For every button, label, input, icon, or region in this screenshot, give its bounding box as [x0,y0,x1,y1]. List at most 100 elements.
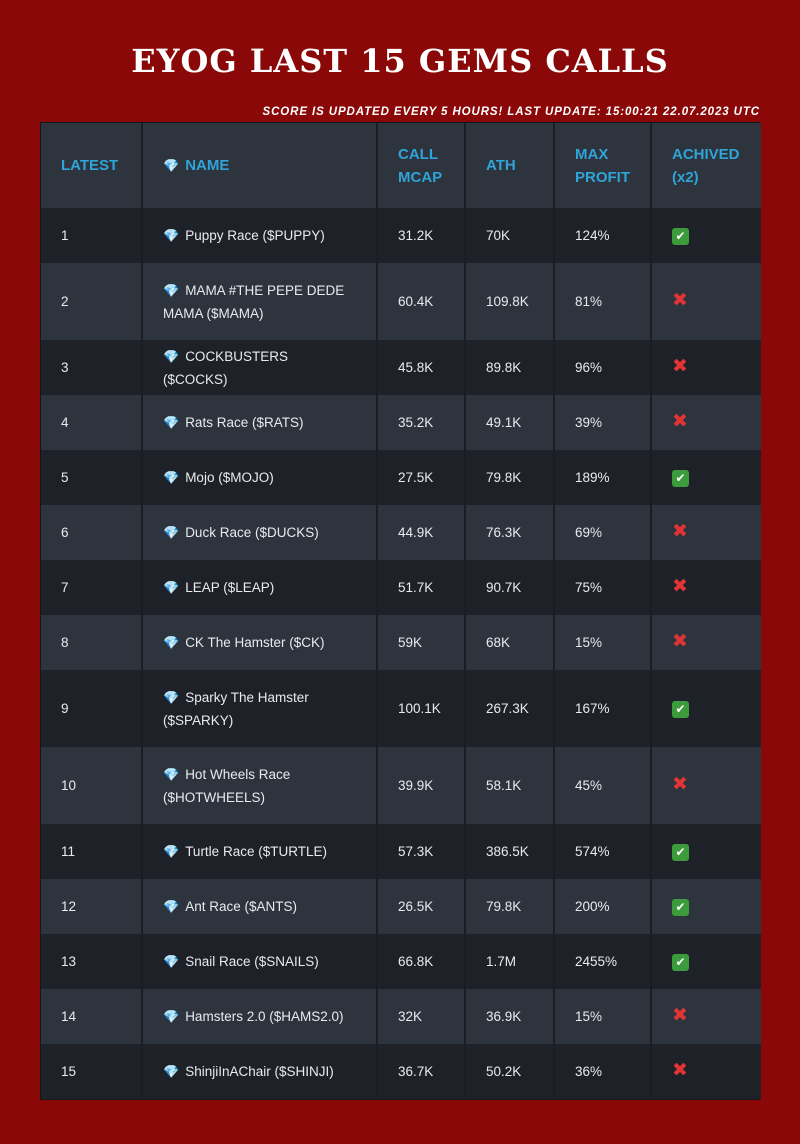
cell-ath: 109.8K [465,263,555,340]
cell-latest: 1 [41,208,143,263]
call-mcap-value: 35.2K [398,415,434,430]
max-profit-value: 69% [575,525,603,540]
latest-number: 5 [61,470,69,485]
token-name: Ant Race ($ANTS) [185,899,297,914]
latest-number: 11 [61,844,76,859]
cell-name: 💎 Mojo ($MOJO) [142,450,378,505]
cell-latest: 5 [41,450,143,505]
cell-ath: 36.9K [465,989,555,1044]
cell-max-profit: 81% [554,263,652,340]
table-row: 5 💎 Mojo ($MOJO) 27.5K 79.8K 189% ✔ [41,450,761,505]
check-mark-icon: ✔ [672,470,689,487]
cell-latest: 2 [41,263,143,340]
cell-latest: 13 [41,934,143,989]
cell-latest: 9 [41,670,143,747]
cell-max-profit: 45% [554,747,652,824]
ath-value: 109.8K [486,294,529,309]
max-profit-value: 75% [575,580,603,595]
cell-call-mcap: 44.9K [377,505,466,560]
cell-name: 💎 CK The Hamster ($CK) [142,615,378,670]
cell-latest: 11 [41,824,143,879]
cell-name: 💎 Duck Race ($DUCKS) [142,505,378,560]
column-label-ath: ATH [486,157,516,174]
column-header-ath: ATH [465,123,555,208]
token-name: LEAP ($LEAP) [185,580,275,595]
latest-number: 14 [61,1009,77,1024]
token-name: ShinjiInAChair ($SHINJI) [185,1064,334,1079]
ath-value: 36.9K [486,1009,522,1024]
cell-ath: 68K [465,615,555,670]
cell-max-profit: 39% [554,395,652,450]
call-mcap-value: 32K [398,1009,423,1024]
token-name: Snail Race ($SNAILS) [185,954,319,969]
gem-icon: 💎 [163,580,180,595]
cell-ath: 50.2K [465,1044,555,1099]
column-label-name: NAME [185,157,230,174]
column-header-latest: LATEST [41,123,143,208]
call-mcap-value: 51.7K [398,580,434,595]
cross-mark-icon: ✖ [672,631,688,652]
column-label-latest: LATEST [61,157,119,174]
cell-call-mcap: 36.7K [377,1044,466,1099]
table-header: LATEST 💎 NAME CALL MCAP ATH MAX PROFIT [41,123,761,208]
cell-name: 💎 Ant Race ($ANTS) [142,879,378,934]
cell-name: 💎 COCKBUSTERS ($COCKS) [142,340,378,395]
cell-call-mcap: 31.2K [377,208,466,263]
table-row: 14 💎 Hamsters 2.0 ($HAMS2.0) 32K 36.9K 15% ✖ [41,989,761,1044]
gem-icon: 💎 [163,1064,180,1079]
cell-max-profit: 96% [554,340,652,395]
cross-mark-icon: ✖ [672,1060,688,1081]
call-mcap-value: 57.3K [398,844,434,859]
cell-achived: ✖ [651,615,761,670]
cell-name: 💎 Turtle Race ($TURTLE) [142,824,378,879]
update-notice: SCORE IS UPDATED EVERY 5 HOURS! LAST UPD… [262,106,760,118]
cell-name: 💎 MAMA #THE PEPE DEDE MAMA ($MAMA) [142,263,378,340]
gem-icon: 💎 [163,954,180,969]
call-mcap-value: 45.8K [398,360,434,375]
token-name: Turtle Race ($TURTLE) [185,844,327,859]
cell-achived: ✖ [651,747,761,824]
cell-achived: ✔ [651,824,761,879]
cell-name: 💎 ShinjiInAChair ($SHINJI) [142,1044,378,1099]
call-mcap-value: 60.4K [398,294,434,309]
max-profit-value: 189% [575,470,610,485]
call-mcap-value: 59K [398,635,423,650]
cell-ath: 267.3K [465,670,555,747]
cell-achived: ✖ [651,395,761,450]
cell-ath: 76.3K [465,505,555,560]
token-name: Rats Race ($RATS) [185,415,304,430]
latest-number: 2 [61,294,69,309]
column-label-achived: ACHIVED [672,145,740,163]
cell-call-mcap: 66.8K [377,934,466,989]
max-profit-value: 45% [575,778,603,793]
token-name: Mojo ($MOJO) [185,470,274,485]
cell-call-mcap: 57.3K [377,824,466,879]
table-row: 2 💎 MAMA #THE PEPE DEDE MAMA ($MAMA) 60.4K 1… [41,263,761,340]
cell-latest: 7 [41,560,143,615]
gem-icon: 💎 [163,899,180,914]
table-row: 1 💎 Puppy Race ($PUPPY) 31.2K 70K 124% ✔ [41,208,761,263]
latest-number: 3 [61,360,69,375]
cell-max-profit: 75% [554,560,652,615]
check-mark-icon: ✔ [672,228,689,245]
column-header-achived: ACHIVED (x2) [651,123,761,208]
cell-name: 💎 Hamsters 2.0 ($HAMS2.0) [142,989,378,1044]
gem-icon: 💎 [163,228,180,243]
max-profit-value: 15% [575,1009,603,1024]
ath-value: 76.3K [486,525,522,540]
cell-max-profit: 15% [554,615,652,670]
gem-icon: 💎 [163,470,180,485]
cell-latest: 14 [41,989,143,1044]
ath-value: 79.8K [486,899,522,914]
token-name: Sparky The Hamster ($SPARKY) [163,689,309,728]
check-mark-icon: ✔ [672,701,689,718]
cell-max-profit: 574% [554,824,652,879]
gem-icon: 💎 [163,1009,180,1024]
max-profit-value: 124% [575,228,610,243]
table-body: 1 💎 Puppy Race ($PUPPY) 31.2K 70K 124% ✔ 2 💎 MAMA… [41,208,761,1099]
ath-value: 49.1K [486,415,522,430]
column-label-call: CALL [398,145,438,163]
cell-max-profit: 2455% [554,934,652,989]
check-mark-icon: ✔ [672,844,689,861]
